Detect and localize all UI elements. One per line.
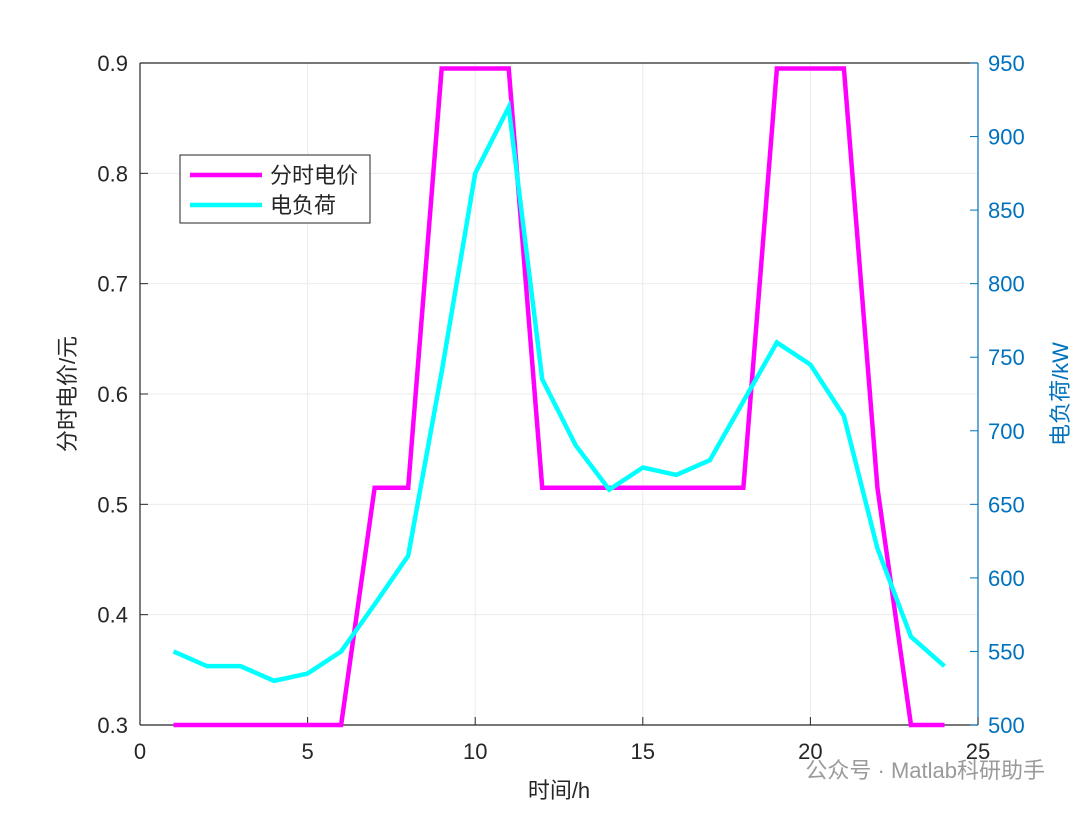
y2-tick-label: 750 [988, 345, 1025, 370]
y-tick-label: 0.8 [97, 161, 128, 186]
y-tick-label: 0.6 [97, 382, 128, 407]
y-axis-label: 分时电价/元 [55, 336, 80, 452]
y-tick-label: 0.3 [97, 713, 128, 738]
x-tick-label: 0 [134, 739, 146, 764]
y-tick-label: 0.5 [97, 492, 128, 517]
y-tick-label: 0.7 [97, 272, 128, 297]
y2-tick-label: 900 [988, 125, 1025, 150]
x-tick-label: 5 [301, 739, 313, 764]
x-tick-label: 25 [966, 739, 990, 764]
legend-label: 分时电价 [270, 163, 358, 188]
x-tick-label: 20 [798, 739, 822, 764]
x-tick-label: 10 [463, 739, 487, 764]
data-line [172, 99, 946, 684]
y2-tick-label: 850 [988, 198, 1025, 223]
y2-tick-label: 600 [988, 566, 1025, 591]
y2-tick-label: 950 [988, 51, 1025, 76]
y-tick-label: 0.4 [97, 603, 128, 628]
y2-tick-label: 650 [988, 492, 1025, 517]
legend-box [179, 154, 371, 224]
y-tick-label: 0.9 [97, 51, 128, 76]
y2-tick-label: 800 [988, 272, 1025, 297]
y2-tick-label: 700 [988, 419, 1025, 444]
y2-axis-label: 电负荷/kW [1048, 342, 1073, 446]
x-tick-label: 15 [631, 739, 655, 764]
legend-label: 电负荷 [270, 193, 336, 218]
x-axis-label: 时间/h [528, 778, 590, 803]
y2-tick-label: 550 [988, 639, 1025, 664]
watermark: 公众号 · Matlab科研助手 [805, 758, 1045, 783]
y2-tick-label: 500 [988, 713, 1025, 738]
data-line [173, 66, 945, 728]
